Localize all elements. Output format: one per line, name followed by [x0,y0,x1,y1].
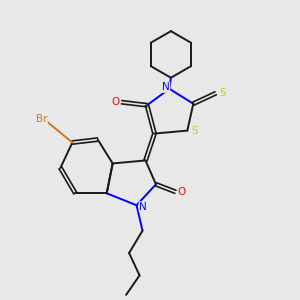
Text: N: N [162,82,170,92]
Text: O: O [111,97,119,107]
Text: S: S [191,126,198,136]
Text: Br: Br [36,114,47,124]
Text: N: N [139,202,147,212]
Text: O: O [178,187,186,197]
Text: S: S [219,88,226,98]
